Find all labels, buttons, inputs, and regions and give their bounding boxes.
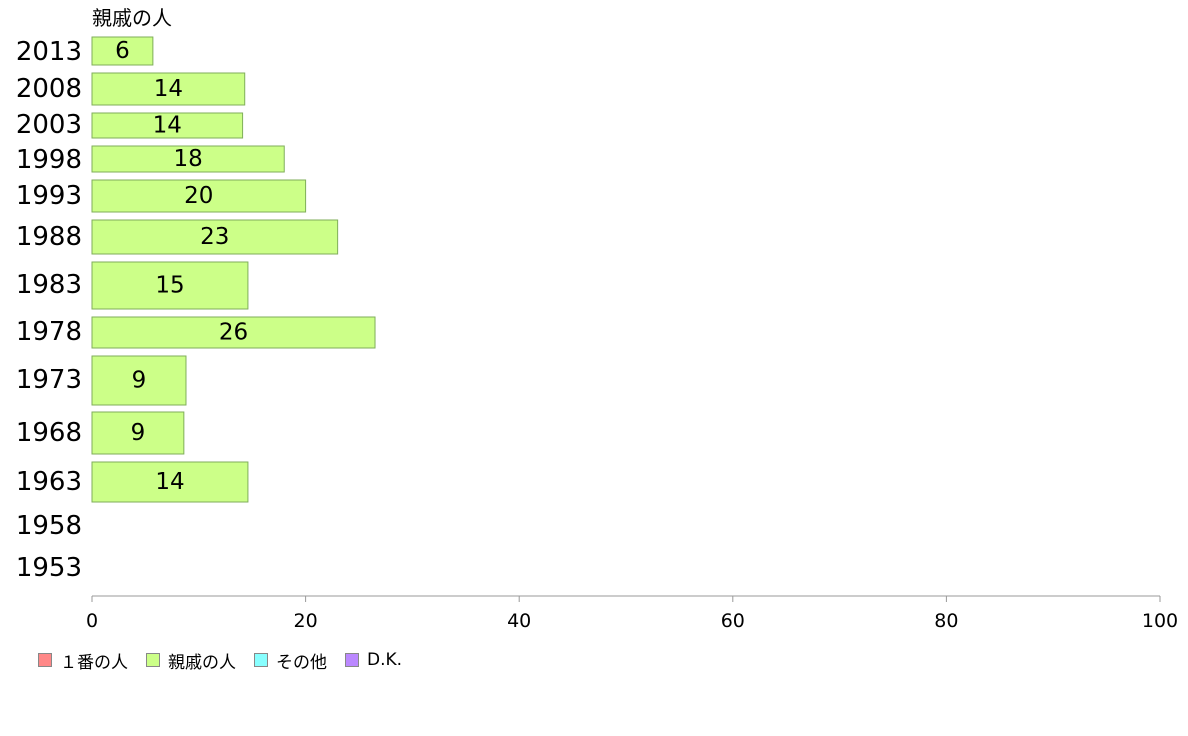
- bar-value-label: 14: [155, 469, 184, 495]
- y-tick-label: 1953: [16, 553, 82, 583]
- y-tick-label: 1978: [16, 317, 82, 347]
- bar: [91, 261, 249, 310]
- y-tick-label: 1998: [16, 145, 82, 175]
- bar: [91, 112, 244, 139]
- x-tick-label: 40: [507, 610, 531, 632]
- legend-label-dk: D.K.: [367, 650, 403, 670]
- bar: [91, 411, 185, 455]
- legend-item-relatives: 親戚の人: [146, 648, 236, 673]
- bar-value-label: 20: [184, 183, 213, 209]
- bar-value-label: 26: [219, 320, 248, 346]
- legend-label-first-person: １番の人: [60, 652, 128, 673]
- bar: [91, 145, 285, 173]
- bar: [91, 219, 339, 255]
- x-tick-label: 60: [721, 610, 745, 632]
- legend-label-other: その他: [276, 652, 327, 673]
- bar-value-label: 9: [131, 420, 146, 446]
- bar: [91, 36, 154, 66]
- bar-value-label: 14: [153, 113, 182, 139]
- x-tick-label: 20: [294, 610, 318, 632]
- x-tick-label: 100: [1142, 610, 1178, 632]
- y-tick-label: 2008: [16, 74, 82, 104]
- bar-value-label: 9: [132, 368, 147, 394]
- legend-swatch-relatives: [146, 653, 160, 667]
- bar-value-label: 23: [200, 224, 229, 250]
- bar: [91, 179, 307, 213]
- y-tick-label: 1983: [16, 270, 82, 300]
- y-tick-label: 2013: [16, 37, 82, 67]
- bar-value-label: 6: [115, 38, 130, 64]
- bar-value-label: 14: [154, 76, 183, 102]
- x-tick-label: 0: [86, 610, 98, 632]
- bar-value-label: 15: [155, 273, 184, 299]
- bar: [91, 72, 246, 106]
- y-tick-label: 1958: [16, 511, 82, 541]
- legend-item-other: その他: [254, 648, 327, 673]
- legend-swatch-other: [254, 653, 268, 667]
- legend-label-relatives: 親戚の人: [168, 652, 236, 673]
- bar-value-label: 18: [173, 146, 202, 172]
- y-tick-label: 1973: [16, 365, 82, 395]
- y-tick-label: 1963: [16, 467, 82, 497]
- bar: [91, 355, 187, 406]
- x-tick-label: 80: [934, 610, 958, 632]
- y-tick-label: 1993: [16, 181, 82, 211]
- legend-item-dk: D.K.: [345, 650, 402, 670]
- legend-item-first-person: １番の人: [38, 648, 128, 673]
- y-tick-label: 1988: [16, 222, 82, 252]
- y-tick-label: 1968: [16, 418, 82, 448]
- bar: [91, 461, 249, 503]
- legend-swatch-first-person: [38, 653, 52, 667]
- y-tick-label: 2003: [16, 110, 82, 140]
- legend: １番の人 親戚の人 その他 D.K.: [38, 648, 420, 673]
- legend-swatch-dk: [345, 653, 359, 667]
- series-title: 親戚の人: [92, 6, 172, 30]
- bar: [91, 316, 376, 349]
